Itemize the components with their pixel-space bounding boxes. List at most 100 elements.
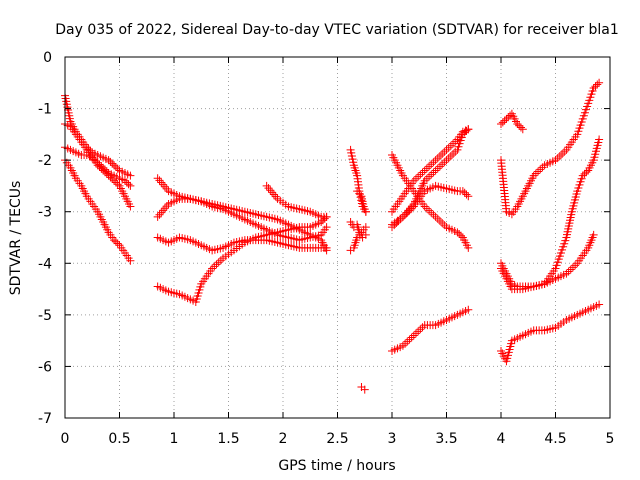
data-point (427, 170, 436, 179)
data-point (120, 176, 129, 185)
data-point (462, 190, 471, 199)
data-point (431, 166, 440, 175)
data-point (591, 82, 600, 91)
chart-title: Day 035 of 2022, Sidereal Day-to-day VTE… (55, 22, 618, 38)
data-point (411, 174, 420, 183)
data-point (558, 149, 567, 158)
data-point (411, 329, 420, 338)
data-point (111, 163, 120, 172)
data-point (155, 176, 164, 185)
data-point (398, 212, 407, 221)
data-point (108, 159, 117, 168)
data-point (318, 216, 327, 225)
track-18 (388, 125, 473, 229)
data-point (429, 210, 438, 219)
x-tick-label: 4.5 (544, 431, 566, 447)
y-tick-labels: 0 -1 -2 -3 -4 -5 -6 -7 (38, 50, 52, 427)
data-point (88, 153, 97, 162)
data-point (446, 141, 455, 150)
data-point (431, 212, 440, 221)
data-point (90, 155, 99, 164)
data-point (418, 323, 427, 332)
data-point (266, 186, 275, 195)
data-point (440, 221, 449, 230)
data-point (498, 118, 507, 127)
y-tick-label: 0 (43, 50, 52, 66)
track-19 (388, 305, 473, 355)
data-point (429, 168, 438, 177)
track-7 (153, 233, 331, 255)
data-point (322, 243, 331, 252)
data-point (400, 210, 409, 219)
data-point (453, 228, 462, 237)
data-point (568, 263, 577, 272)
data-point (418, 168, 427, 177)
x-tick-label: 5 (606, 431, 615, 447)
data-point (262, 181, 271, 190)
data-point (458, 130, 467, 139)
track-13 (353, 187, 370, 216)
data-point (515, 121, 524, 130)
data-point (440, 158, 449, 167)
data-point (91, 157, 100, 166)
data-point (405, 335, 414, 344)
data-point (464, 192, 473, 201)
data-point (435, 152, 444, 161)
y-tick-label: -1 (38, 102, 52, 118)
data-point (464, 125, 473, 134)
data-point (425, 162, 434, 171)
data-point (560, 147, 569, 156)
data-point (438, 160, 447, 169)
data-point (111, 237, 120, 246)
data-point (589, 230, 598, 239)
data-point (102, 167, 111, 176)
data-point (464, 305, 473, 314)
data-point (422, 164, 431, 173)
data-point (457, 231, 466, 240)
y-tick-label: -6 (38, 359, 52, 375)
data-point (422, 174, 431, 183)
y-axis-label: SDTVAR / TECUs (8, 181, 24, 296)
data-point (440, 147, 449, 156)
data-point (97, 162, 106, 171)
data-point (122, 178, 131, 187)
data-point (438, 219, 447, 228)
y-tick-label: -3 (38, 205, 52, 221)
y-tick-label: -4 (38, 256, 52, 272)
data-point (464, 243, 473, 252)
track-22 (497, 135, 604, 291)
data-point (113, 180, 122, 189)
data-point (271, 192, 280, 201)
y-tick-label: -5 (38, 308, 52, 324)
data-point (425, 172, 434, 181)
data-point (409, 331, 418, 340)
data-point (126, 171, 135, 180)
data-point (322, 212, 331, 221)
data-point (403, 337, 412, 346)
data-point (455, 230, 464, 239)
data-point (157, 178, 166, 187)
data-point (427, 208, 436, 217)
data-point (578, 171, 587, 180)
x-tick-label: 2 (279, 431, 288, 447)
data-point (360, 385, 369, 394)
y-tick-label: -7 (38, 411, 52, 427)
track-24 (497, 300, 604, 366)
data-point (99, 163, 108, 172)
data-point (153, 174, 162, 183)
data-point (106, 157, 115, 166)
data-point (513, 120, 522, 129)
axis-ticks (64, 56, 611, 419)
data-point (126, 256, 135, 265)
data-point (516, 123, 525, 132)
data-point (536, 165, 545, 174)
data-point (404, 206, 413, 215)
track-12 (346, 223, 370, 255)
data-point (449, 149, 458, 158)
data-point (593, 80, 602, 89)
track-8 (153, 212, 331, 306)
x-tick-label: 1 (170, 431, 179, 447)
data-point (433, 154, 442, 163)
data-point (462, 126, 471, 135)
data-point (500, 116, 509, 125)
